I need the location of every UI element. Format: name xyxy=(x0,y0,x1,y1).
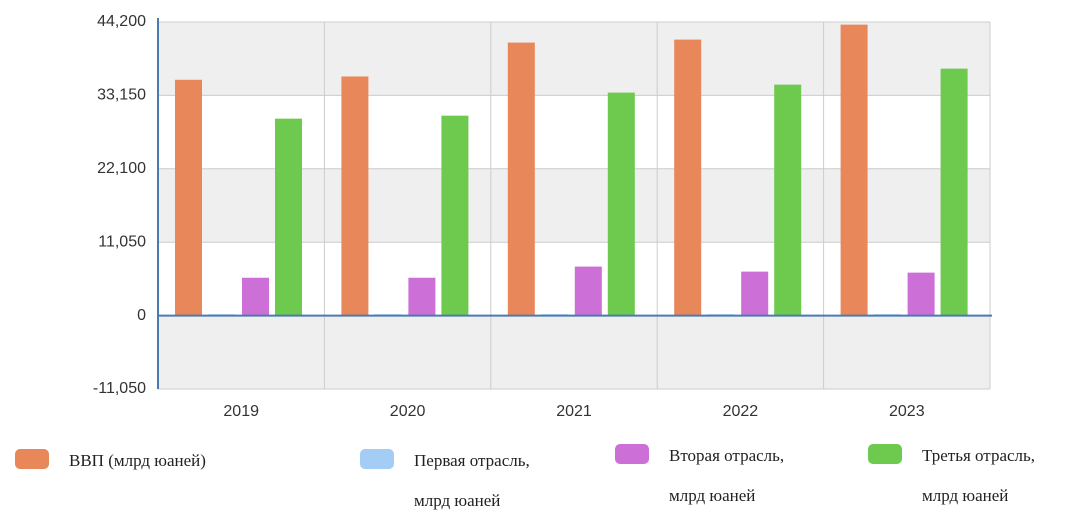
legend-swatch xyxy=(360,449,394,469)
bar xyxy=(441,115,469,316)
bar xyxy=(674,39,702,316)
bar xyxy=(774,84,802,316)
bar xyxy=(574,266,602,316)
legend-swatch xyxy=(15,449,49,469)
legend-label: ВВП (млрд юаней) xyxy=(69,451,206,470)
legend-label: Вторая отрасль, млрд юаней xyxy=(669,446,785,505)
bar xyxy=(242,277,269,316)
bar xyxy=(341,76,369,316)
x-tick-label: 2019 xyxy=(223,403,259,420)
bar xyxy=(507,42,535,316)
y-tick-label: 22,100 xyxy=(97,160,146,177)
bar xyxy=(741,271,769,316)
x-tick-label: 2020 xyxy=(390,403,426,420)
x-tick-label: 2021 xyxy=(556,403,592,420)
legend-swatch xyxy=(615,444,649,464)
grid-band xyxy=(158,315,990,389)
bar xyxy=(940,68,968,316)
y-tick-label: 33,150 xyxy=(97,87,146,104)
legend-label: Третья отрасль, млрд юаней xyxy=(922,446,1036,505)
y-tick-label: 44,200 xyxy=(97,13,146,30)
bar xyxy=(607,92,635,316)
bar xyxy=(275,118,302,316)
legend-item: Третья отрасль, млрд юаней xyxy=(868,436,1065,516)
legend-label: Первая отрасль, млрд юаней xyxy=(414,451,530,510)
x-tick-label: 2022 xyxy=(723,403,759,420)
legend-swatch xyxy=(868,444,902,464)
legend-item: Вторая отрасль, млрд юаней xyxy=(615,436,859,516)
legend-item: Первая отрасль, млрд юаней xyxy=(360,441,604,521)
y-tick-label: 0 xyxy=(137,307,146,324)
x-tick-label: 2023 xyxy=(889,403,925,420)
bar xyxy=(907,272,935,316)
bar xyxy=(175,79,202,316)
chart: -11,050 0 11,050 22,100 33,150 44,200 2019 2020… xyxy=(93,13,992,420)
y-tick-label: 11,050 xyxy=(98,233,146,250)
legend-item: ВВП (млрд юаней) xyxy=(15,441,254,481)
bar xyxy=(840,24,868,316)
y-tick-label: -11,050 xyxy=(93,380,146,397)
bar xyxy=(408,277,436,316)
